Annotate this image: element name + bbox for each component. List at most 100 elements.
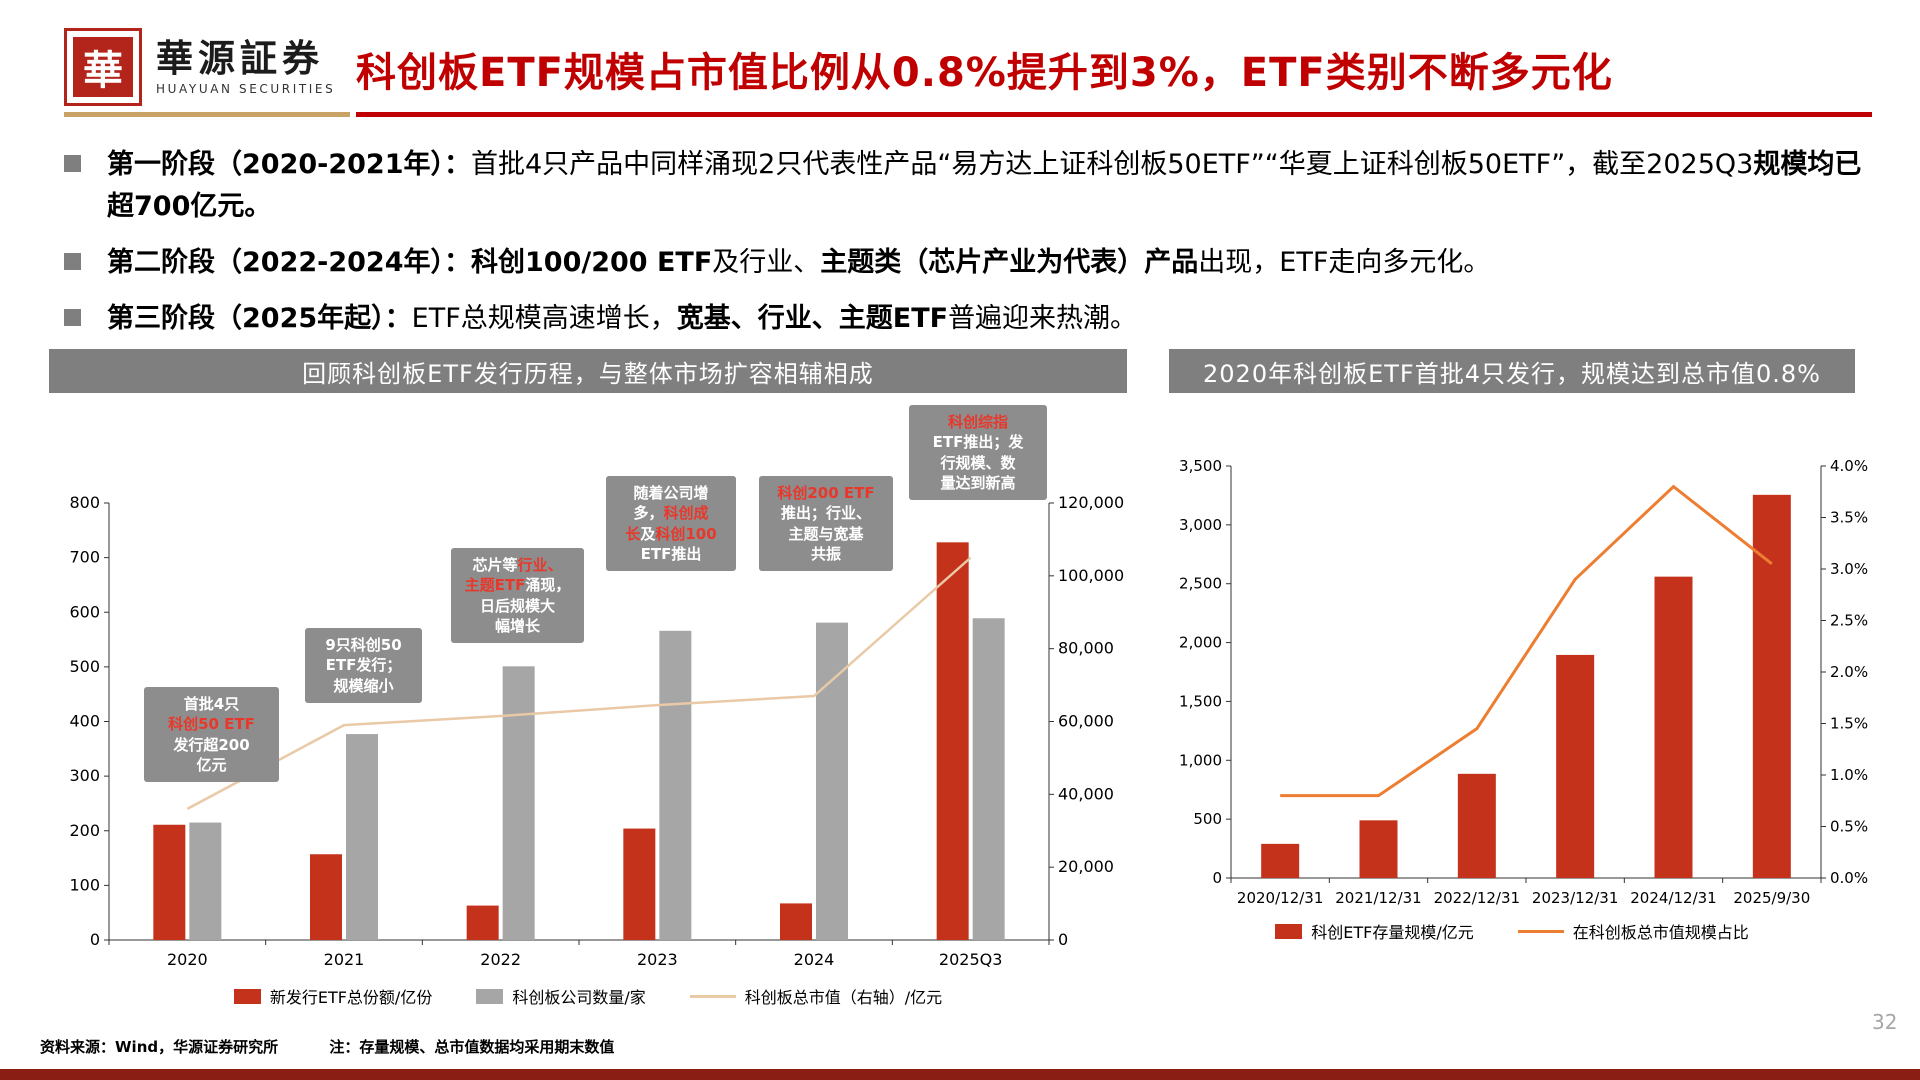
x-axis-label: 2023/12/31 <box>1532 889 1618 907</box>
bar-0-2022/12/31 <box>1457 773 1496 878</box>
issuance-history-panel: 回顾科创板ETF发行历程，与整体市场扩容相辅相成 0 100 200 300 400 50… <box>49 349 1127 1008</box>
svg-text:500: 500 <box>69 657 100 676</box>
line-series <box>186 556 972 811</box>
svg-text:0: 0 <box>1212 869 1222 887</box>
svg-text:0.5%: 0.5% <box>1830 818 1868 836</box>
svg-text:3.5%: 3.5% <box>1830 509 1868 527</box>
bar-0-2022 <box>466 905 499 940</box>
svg-text:1.0%: 1.0% <box>1830 766 1868 784</box>
logo-seal-glyph: 華 <box>73 37 133 97</box>
svg-text:3.0%: 3.0% <box>1830 560 1868 578</box>
svg-text:300: 300 <box>69 766 100 785</box>
legend-label: 科创板总市值（右轴）/亿元 <box>744 988 943 1007</box>
bar-1-2021 <box>346 734 378 940</box>
svg-text:0: 0 <box>90 930 100 949</box>
page-title: 科创板ETF规模占市值比例从0.8%提升到3%，ETF类别不断多元化 <box>356 50 1613 96</box>
bullet-text: 第一阶段（2020-2021年）：首批4只产品中同样涌现2只代表性产品“易方达上… <box>107 149 1862 222</box>
red-divider <box>356 112 1872 117</box>
brand-name-cn: 華源証券 <box>156 35 324 80</box>
svg-text:3,500: 3,500 <box>1179 457 1222 475</box>
svg-text:60,000: 60,000 <box>1058 712 1114 731</box>
bar-0-2023 <box>623 828 656 940</box>
line-series <box>1280 484 1773 798</box>
brand-text: 華源証券 HUAYUAN SECURITIES <box>156 35 336 97</box>
svg-text:700: 700 <box>69 548 100 567</box>
etf-scale-chart-svg: 0 500 1,000 1,500 2,000 2,500 3,000 3,500 0.0% 0.… <box>1179 457 1868 907</box>
legend-item: 科创板公司数量/家 <box>476 984 646 1008</box>
chart-callout: 随着公司增 多，科创成 长及科创100 ETF推出 <box>606 476 736 571</box>
footer: 资料来源：Wind，华源证券研究所 注：存量规模、总市值数据均采用期末数值 <box>40 1036 614 1057</box>
svg-text:80,000: 80,000 <box>1058 639 1114 658</box>
source-note: 资料来源：Wind，华源证券研究所 <box>40 1038 279 1056</box>
bullet-text: 第三阶段（2025年起）：ETF总规模高速增长，宽基、行业、主题ETF普遍迎来热… <box>107 302 1138 334</box>
legend-label: 科创板公司数量/家 <box>512 988 646 1007</box>
bar-0-2020/12/31 <box>1261 843 1300 878</box>
x-axis-label: 2023 <box>637 950 678 969</box>
x-axis-label: 2025Q3 <box>939 950 1003 969</box>
page-number: 32 <box>1872 1010 1898 1034</box>
bullet-item: 第二阶段（2022-2024年）：科创100/200 ETF及行业、主题类（芯片… <box>64 242 1884 284</box>
svg-text:2,500: 2,500 <box>1179 575 1222 593</box>
bullet-text: 第二阶段（2022-2024年）：科创100/200 ETF及行业、主题类（芯片… <box>107 246 1491 278</box>
svg-text:120,000: 120,000 <box>1058 493 1124 512</box>
svg-text:100: 100 <box>69 875 100 894</box>
legend-label: 在科创板总市值规模占比 <box>1572 923 1749 942</box>
x-axis-label: 2024/12/31 <box>1630 889 1716 907</box>
svg-text:1.5%: 1.5% <box>1830 715 1868 733</box>
x-axis-label: 2021/12/31 <box>1335 889 1421 907</box>
bar-0-2020 <box>153 824 186 940</box>
logo: 華 華源証券 HUAYUAN SECURITIES <box>64 28 335 106</box>
legend-bar-swatch <box>1275 923 1303 939</box>
bar-1-2023 <box>659 630 692 940</box>
bottom-bar <box>0 1069 1920 1080</box>
svg-text:2,000: 2,000 <box>1179 634 1222 652</box>
x-axis-label: 2024 <box>794 950 835 969</box>
etf-scale-panel: 2020年科创板ETF首批4只发行，规模达到总市值0.8% 0 500 1,000 1… <box>1169 349 1868 943</box>
bar-0-2023/12/31 <box>1556 654 1595 878</box>
svg-text:100,000: 100,000 <box>1058 566 1124 585</box>
chart-callout: 芯片等行业、 主题ETF涌现， 日后规模大 幅增长 <box>451 548 584 643</box>
chart-callout: 科创200 ETF 推出；行业、 主题与宽基 共振 <box>759 476 893 571</box>
logo-seal-icon: 華 <box>64 28 142 106</box>
bar-0-2025/9/30 <box>1752 494 1791 878</box>
brand-name-en: HUAYUAN SECURITIES <box>156 82 336 97</box>
svg-text:3,000: 3,000 <box>1179 516 1222 534</box>
svg-text:500: 500 <box>1193 810 1222 828</box>
chart-callout: 科创综指 ETF推出；发 行规模、数 量达到新高 <box>909 405 1047 500</box>
svg-text:200: 200 <box>69 821 100 840</box>
bullet-item: 第三阶段（2025年起）：ETF总规模高速增长，宽基、行业、主题ETF普遍迎来热… <box>64 298 1884 340</box>
legend-item: 科创ETF存量规模/亿元 <box>1275 919 1474 943</box>
right-chart-title: 2020年科创板ETF首批4只发行，规模达到总市值0.8% <box>1169 349 1855 393</box>
issuance-history-chart-svg: 0 100 200 300 400 500 600 700 800 0 20,000 40,000 60… <box>69 493 1124 969</box>
legend-line-swatch <box>1517 929 1564 933</box>
bullet-list: 第一阶段（2020-2021年）：首批4只产品中同样涌现2只代表性产品“易方达上… <box>64 144 1884 353</box>
svg-text:20,000: 20,000 <box>1058 857 1114 876</box>
svg-text:0.0%: 0.0% <box>1830 869 1868 887</box>
bar-0-2021 <box>310 854 342 940</box>
bar-0-2024/12/31 <box>1654 576 1693 878</box>
svg-text:4.0%: 4.0% <box>1830 457 1868 475</box>
svg-text:2.5%: 2.5% <box>1830 612 1868 630</box>
chart-callout: 首批4只 科创50 ETF 发行超200 亿元 <box>144 687 279 782</box>
data-note: 注：存量规模、总市值数据均采用期末数值 <box>329 1038 615 1056</box>
svg-text:800: 800 <box>69 493 100 512</box>
etf-scale-chart: 0 500 1,000 1,500 2,000 2,500 3,000 3,500 0.0% 0.… <box>1169 393 1868 913</box>
legend-bar-swatch <box>233 988 261 1004</box>
x-axis-label: 2020 <box>167 950 208 969</box>
svg-text:2.0%: 2.0% <box>1830 663 1868 681</box>
bar-1-2022 <box>502 666 535 940</box>
bar-0-2021/12/31 <box>1359 820 1398 878</box>
legend-item: 在科创板总市值规模占比 <box>1517 919 1749 943</box>
svg-text:1,500: 1,500 <box>1179 692 1222 710</box>
legend-label: 科创ETF存量规模/亿元 <box>1311 923 1474 942</box>
left-chart-title: 回顾科创板ETF发行历程，与整体市场扩容相辅相成 <box>49 349 1127 393</box>
x-axis-label: 2022/12/31 <box>1434 889 1520 907</box>
svg-text:600: 600 <box>69 602 100 621</box>
bar-1-2025Q3 <box>972 618 1005 940</box>
legend-item: 科创板总市值（右轴）/亿元 <box>689 984 943 1008</box>
legend-item: 新发行ETF总份额/亿份 <box>233 984 432 1008</box>
bullet-marker-icon <box>64 155 81 172</box>
chart-callout: 9只科创50 ETF发行； 规模缩小 <box>305 628 422 703</box>
bullet-marker-icon <box>64 252 81 270</box>
svg-text:1,000: 1,000 <box>1179 751 1222 769</box>
